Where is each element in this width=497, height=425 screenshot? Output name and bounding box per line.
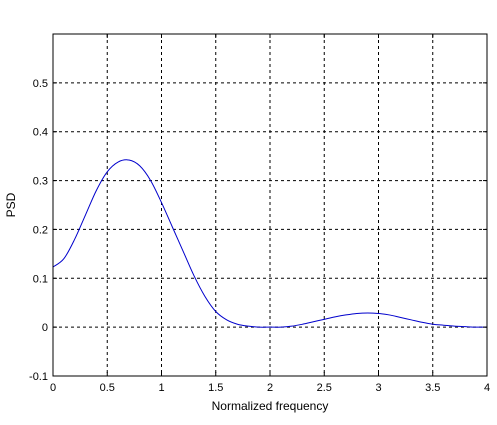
y-tick-label: 0.4: [33, 127, 48, 139]
series-layer: [52, 159, 488, 328]
x-tick-label: 0.5: [100, 382, 115, 394]
x-tick-label: 1.5: [208, 382, 223, 394]
psd-series-line: [52, 159, 488, 328]
y-tick-label: 0: [42, 322, 48, 334]
x-tick-label: 4: [484, 382, 490, 394]
x-tick-labels: 0 0.5 1 1.5 2 2.5 3 3.5 4: [50, 382, 490, 394]
ticks: [52, 34, 488, 377]
x-tick-label: 2.5: [317, 382, 332, 394]
y-tick-label: 0.5: [33, 78, 48, 90]
y-axis-title: PSD: [4, 192, 18, 217]
x-tick-label: 3.5: [425, 382, 440, 394]
x-tick-label: 0: [50, 382, 56, 394]
y-tick-label: -0.1: [29, 371, 48, 383]
x-axis-title: Normalized frequency: [212, 399, 329, 413]
x-tick-label: 2: [267, 382, 273, 394]
y-tick-label: 0.2: [33, 224, 48, 236]
x-tick-label: 1: [158, 382, 164, 394]
y-tick-label: 0.3: [33, 176, 48, 188]
y-tick-label: 0.1: [33, 273, 48, 285]
x-tick-label: 3: [375, 382, 381, 394]
y-tick-labels: -0.1 0 0.1 0.2 0.3 0.4 0.5: [29, 78, 48, 383]
